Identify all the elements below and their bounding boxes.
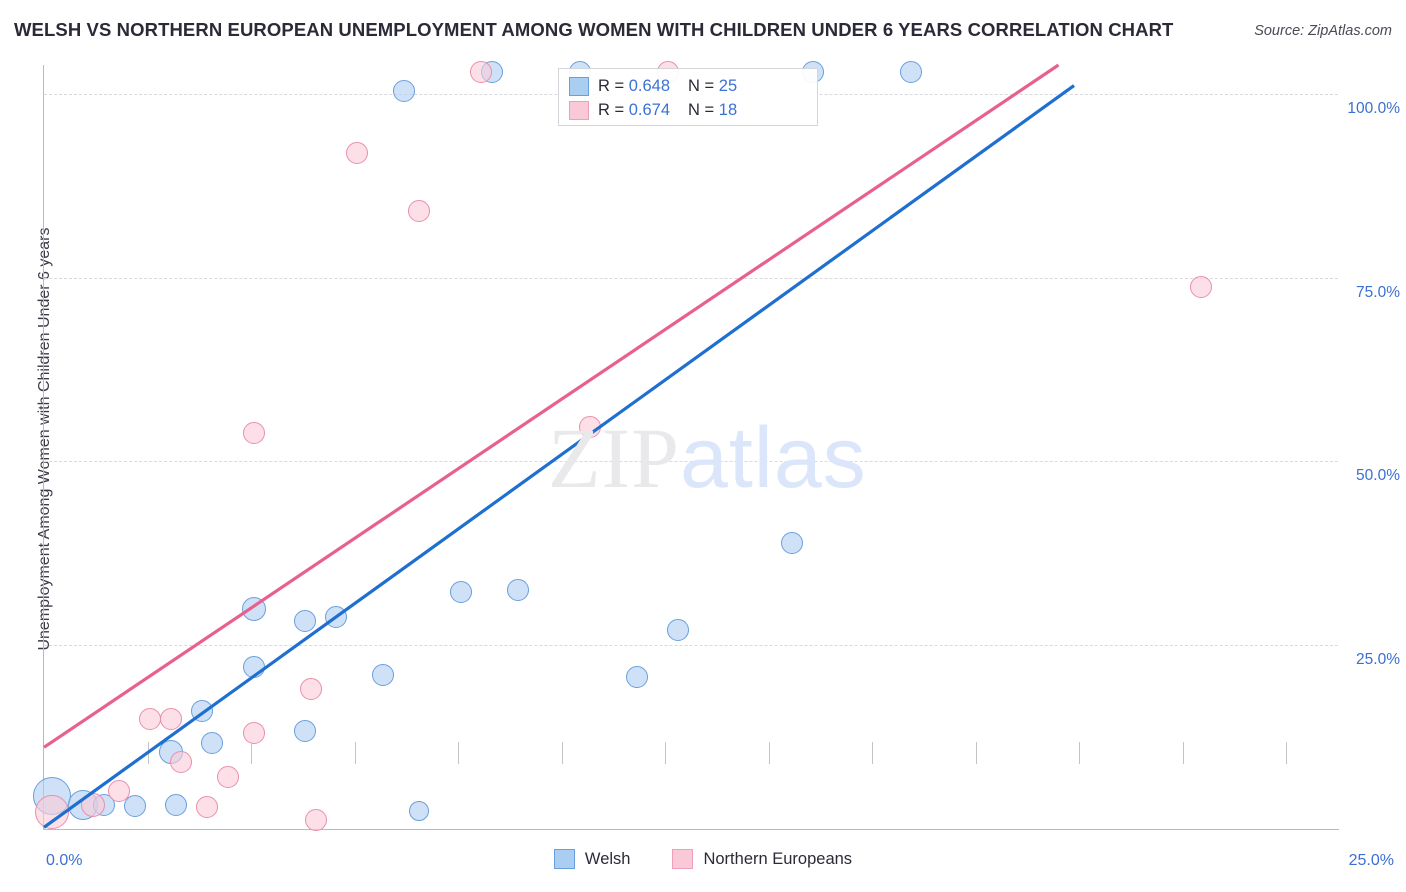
- legend-item-northern-europeans[interactable]: Northern Europeans: [672, 849, 852, 869]
- data-point-northern-europeans[interactable]: [1189, 275, 1212, 298]
- data-point-northern-europeans[interactable]: [34, 794, 69, 829]
- y-tick-label-500: 50.0%: [1356, 467, 1400, 485]
- x-tick: [768, 742, 770, 764]
- x-axis-label-min: 0.0%: [46, 852, 83, 869]
- data-point-northern-europeans[interactable]: [159, 707, 182, 730]
- x-tick: [147, 742, 149, 764]
- stats-n-welsh: 25: [718, 76, 738, 95]
- data-point-northern-europeans[interactable]: [299, 678, 322, 701]
- gridline-500: [44, 461, 1338, 463]
- x-axis-line: [43, 829, 1339, 830]
- data-point-welsh[interactable]: [625, 665, 648, 688]
- stats-text-northern-europeans: R = 0.674 N = 18: [598, 100, 738, 119]
- legend-label-welsh: Welsh: [584, 849, 631, 868]
- y-tick-label-1000: 100.0%: [1347, 100, 1400, 118]
- x-tick: [1079, 742, 1081, 764]
- stats-swatch-northern-europeans: [569, 100, 589, 120]
- data-point-welsh[interactable]: [164, 794, 187, 817]
- stats-row-welsh: R = 0.648 N = 25: [569, 74, 807, 98]
- x-tick: [561, 742, 563, 764]
- data-point-northern-europeans[interactable]: [579, 415, 602, 438]
- data-point-welsh[interactable]: [201, 731, 224, 754]
- stats-row-northern-europeans: R = 0.674 N = 18: [569, 98, 807, 122]
- x-tick: [354, 742, 356, 764]
- y-tick-label-250: 25.0%: [1356, 650, 1400, 668]
- data-point-welsh[interactable]: [780, 532, 803, 555]
- gridline-250: [44, 644, 1338, 646]
- data-point-northern-europeans[interactable]: [304, 808, 327, 831]
- x-tick: [872, 742, 874, 764]
- data-point-northern-europeans[interactable]: [108, 779, 131, 802]
- data-point-northern-europeans[interactable]: [196, 795, 219, 818]
- series-legend: Welsh Northern Europeans: [0, 849, 1406, 869]
- stats-r-welsh: 0.648: [628, 76, 671, 95]
- x-axis-label-max: 25.0%: [1348, 852, 1394, 869]
- source-label: Source: ZipAtlas.com: [1254, 23, 1392, 39]
- data-point-northern-europeans[interactable]: [408, 199, 431, 222]
- data-point-northern-europeans[interactable]: [242, 722, 265, 745]
- data-point-northern-europeans[interactable]: [216, 766, 239, 789]
- data-point-welsh[interactable]: [409, 801, 430, 822]
- data-point-northern-europeans[interactable]: [346, 142, 369, 165]
- chart-title: WELSH VS NORTHERN EUROPEAN UNEMPLOYMENT …: [14, 19, 1174, 40]
- gridline-750: [44, 277, 1338, 279]
- stats-swatch-welsh: [569, 76, 589, 96]
- data-point-welsh[interactable]: [242, 655, 265, 678]
- x-tick: [665, 742, 667, 764]
- data-point-northern-europeans[interactable]: [139, 708, 162, 731]
- data-point-welsh[interactable]: [392, 79, 415, 102]
- x-tick: [975, 742, 977, 764]
- x-tick: [1286, 742, 1288, 764]
- plot-area: [32, 61, 1338, 831]
- x-tick: [251, 742, 253, 764]
- data-point-welsh[interactable]: [325, 605, 348, 628]
- legend-swatch-welsh: [553, 849, 575, 869]
- data-point-welsh[interactable]: [190, 699, 213, 722]
- stats-text-welsh: R = 0.648 N = 25: [598, 76, 738, 95]
- data-point-welsh[interactable]: [506, 578, 529, 601]
- correlation-stats-legend: R = 0.648 N = 25 R = 0.674 N = 18: [558, 68, 818, 126]
- data-point-northern-europeans[interactable]: [242, 421, 265, 444]
- data-point-welsh[interactable]: [449, 580, 472, 603]
- data-point-welsh[interactable]: [372, 664, 395, 687]
- data-point-welsh[interactable]: [294, 610, 317, 633]
- data-point-northern-europeans[interactable]: [170, 750, 193, 773]
- data-point-welsh[interactable]: [899, 61, 922, 84]
- data-point-welsh[interactable]: [241, 596, 266, 621]
- y-tick-label-750: 75.0%: [1356, 283, 1400, 301]
- stats-r-northern-europeans: 0.674: [628, 100, 671, 119]
- data-point-welsh[interactable]: [294, 720, 317, 743]
- x-tick: [1182, 742, 1184, 764]
- legend-swatch-northern-europeans: [672, 849, 694, 869]
- legend-label-northern-europeans: Northern Europeans: [703, 849, 853, 868]
- data-point-welsh[interactable]: [667, 618, 690, 641]
- legend-item-welsh[interactable]: Welsh: [553, 849, 631, 869]
- stats-n-northern-europeans: 18: [718, 100, 738, 119]
- x-tick: [458, 742, 460, 764]
